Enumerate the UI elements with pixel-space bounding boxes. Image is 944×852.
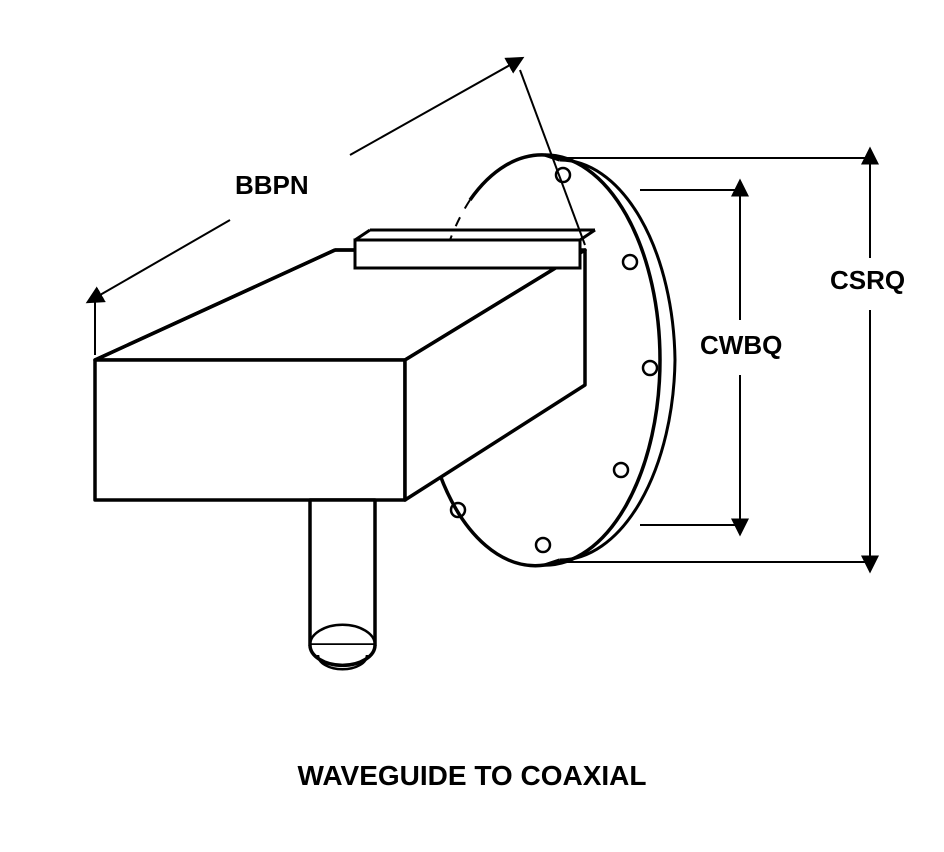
- label-bbpn: BBPN: [235, 170, 309, 201]
- waveguide-slot: [355, 230, 595, 268]
- diagram-canvas: BBPN CWBQ CSRQ WAVEGUIDE TO COAXIAL: [0, 0, 944, 852]
- diagram-title: WAVEGUIDE TO COAXIAL: [0, 760, 944, 792]
- waveguide-box: [95, 250, 585, 500]
- label-csrq: CSRQ: [830, 265, 905, 296]
- drawing-svg: [0, 0, 944, 852]
- label-cwbq: CWBQ: [700, 330, 782, 361]
- coax-connector: [310, 500, 375, 669]
